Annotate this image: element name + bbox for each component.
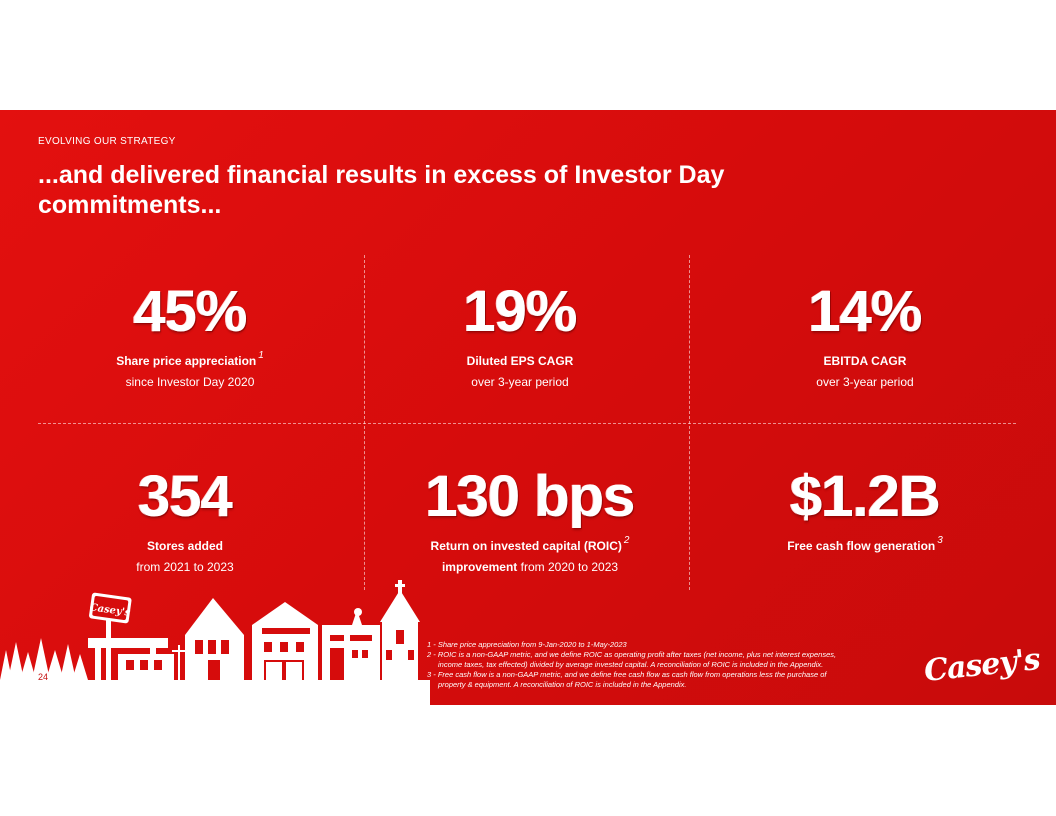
- footnote-3-cont: property & equipment. A reconciliation o…: [438, 680, 687, 689]
- footnote-2: 2 - ROIC is a non-GAAP metric, and we de…: [427, 650, 837, 659]
- metric-sublabel-bold: improvement: [441, 560, 518, 574]
- footnote-1: 1 - Share price appreciation from 9-Jan-…: [427, 640, 627, 649]
- metric-sublabel: from 2021 to 2023: [136, 560, 234, 574]
- metric-sublabel: over 3-year period: [471, 375, 569, 389]
- slide-title: ...and delivered financial results in ex…: [38, 161, 725, 219]
- metric-label: Free cash flow generation: [787, 539, 936, 553]
- metric-value: 45%: [133, 279, 247, 344]
- caseys-logo: Casey's: [922, 642, 1042, 689]
- footnote-3: 3 - Free cash flow is a non-GAAP metric,…: [427, 670, 827, 679]
- metric-value: 354: [138, 464, 233, 529]
- metric-value: 14%: [808, 279, 922, 344]
- metric-sublabel: over 3-year period: [816, 375, 914, 389]
- metric-value: 130 bps: [425, 464, 636, 529]
- footnote-ref: 1: [258, 350, 264, 361]
- section-kicker: EVOLVING OUR STRATEGY: [38, 136, 176, 147]
- casey-sign-icon: Casey's: [89, 592, 132, 624]
- metric-label: Share price appreciation: [116, 354, 257, 368]
- trees-icon: [0, 638, 88, 680]
- metric-label: Stores added: [146, 539, 224, 553]
- metric-value: $1.2B: [790, 464, 941, 529]
- metric-ebitda-cagr: 14% EBITDA CAGR over 3-year period: [715, 279, 1015, 390]
- metric-value: 19%: [463, 279, 577, 344]
- town-illustration: Casey's: [0, 580, 430, 705]
- footnote-ref: 2: [623, 535, 630, 546]
- metric-sublabel: since Investor Day 2020: [125, 375, 255, 389]
- footnote-ref: 3: [937, 535, 943, 546]
- metric-eps-cagr: 19% Diluted EPS CAGR over 3-year period: [370, 279, 670, 390]
- grid-divider-vertical-2: [689, 255, 690, 590]
- metric-label: EBITDA CAGR: [823, 354, 907, 368]
- metric-label: Return on invested capital (ROIC): [430, 539, 622, 553]
- grid-divider-vertical-1: [364, 255, 365, 590]
- metric-label: Diluted EPS CAGR: [466, 354, 574, 368]
- slide: EVOLVING OUR STRATEGY ...and delivered f…: [0, 110, 1056, 705]
- page-number: 24: [38, 672, 49, 682]
- metric-roic: 130 bps Return on invested capital (ROIC…: [380, 464, 680, 575]
- metric-share-price: 45% Share price appreciation 1 since Inve…: [40, 279, 340, 390]
- footnotes: 1 - Share price appreciation from 9-Jan-…: [427, 640, 917, 690]
- metric-free-cash-flow: $1.2B Free cash flow generation 3: [715, 464, 1015, 554]
- metric-sublabel: from 2020 to 2023: [517, 560, 619, 574]
- grid-divider-horizontal: [38, 423, 1016, 424]
- footnote-2-cont: income taxes, tax effected) divided by a…: [438, 660, 824, 669]
- metric-stores-added: 354 Stores added from 2021 to 2023: [35, 464, 335, 575]
